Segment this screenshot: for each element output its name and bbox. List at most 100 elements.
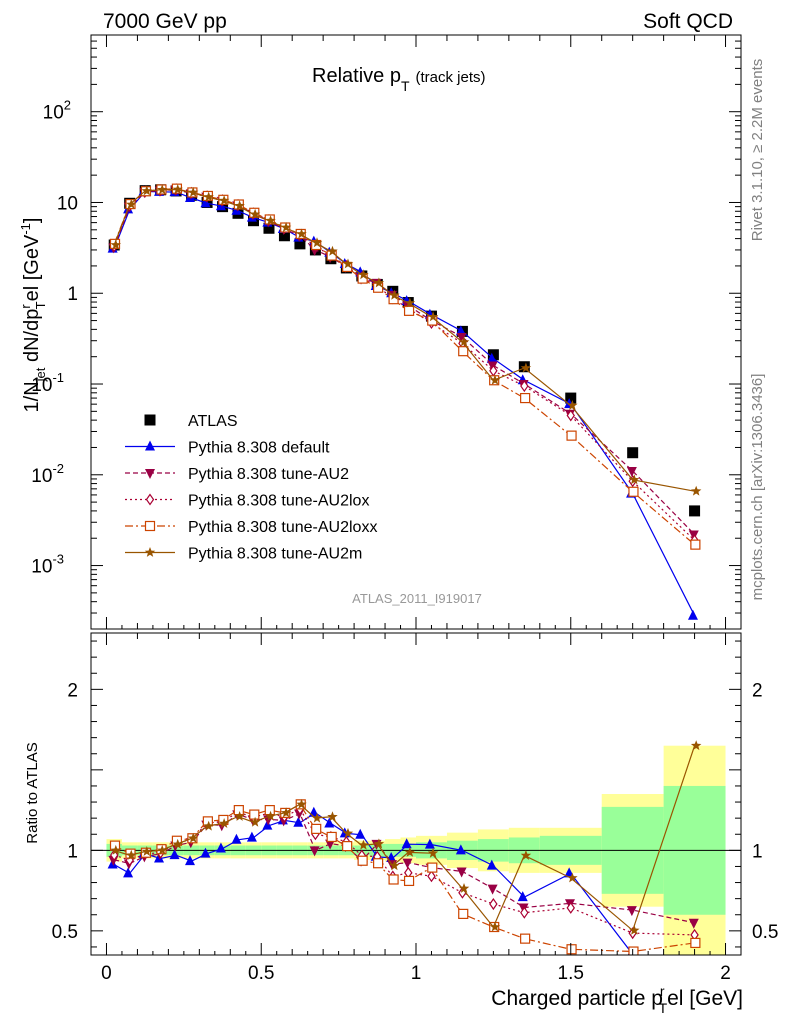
data-point (455, 325, 466, 336)
ratio-point (520, 933, 531, 944)
data-point (403, 305, 415, 316)
data-point (263, 222, 275, 234)
data-point (520, 392, 531, 404)
legend: ATLAS Pythia 8.308 default Pythia 8.308 tu… (125, 413, 377, 563)
ratio-point (327, 811, 338, 822)
data-point (487, 349, 499, 361)
data-point (311, 237, 323, 248)
ratio-point (401, 838, 412, 849)
ratio-point (373, 858, 384, 869)
axes-layer: 0 0.5 1 1.5 2 10-3 10-2 10-1 1 10 102 0.5 0.5 1 1 2 2 (31, 34, 778, 984)
data-point (294, 238, 306, 250)
ratio-point (566, 944, 577, 955)
ratio-y-tick-label: 0.5 (52, 922, 78, 943)
ratio-point (456, 867, 467, 878)
data-point (126, 199, 137, 209)
legend-entry: Pythia 8.308 tune-AU2lox (125, 493, 369, 510)
data-point (689, 505, 701, 517)
y-tick-label: 10-1 (31, 370, 64, 396)
legend-marker (145, 493, 155, 506)
data-point (486, 352, 497, 363)
chart-title-sub: T (401, 78, 410, 94)
data-point (687, 609, 698, 620)
legend-label: Pythia 8.308 tune-AU2loxx (188, 519, 377, 536)
data-point (690, 485, 702, 496)
xlabel-unit: el [GeV] (667, 987, 743, 1010)
ratio-point (249, 816, 261, 827)
ratio-point (489, 897, 498, 911)
ylabel-sub: jet (33, 367, 48, 382)
legend-label: ATLAS (188, 413, 238, 430)
data-point (110, 239, 121, 250)
ratio-point (218, 818, 230, 828)
legend-label: Pythia 8.308 tune-AU2 (188, 466, 349, 483)
ylabel-a: 1/N (21, 381, 43, 412)
ratio-point (126, 849, 137, 860)
ylabel-sub2: T (33, 301, 48, 309)
header-left: 7000 GeV pp (103, 10, 227, 33)
data-point (690, 539, 701, 550)
analysis-id: ATLAS_2011_I919017 (352, 591, 482, 606)
ratio-point (402, 858, 413, 869)
ratio-point (324, 817, 335, 828)
ratio-point (172, 838, 183, 849)
ratio-plot-frame (90, 632, 742, 956)
legend-label: Pythia 8.308 default (188, 440, 330, 457)
ratio-point (520, 850, 532, 860)
y-tick-label: 10-3 (31, 552, 64, 578)
data-point (489, 374, 501, 385)
data-point (373, 277, 385, 288)
data-point (456, 332, 467, 343)
chart-title-extra: (track jets) (416, 69, 486, 86)
ratio-point (157, 844, 168, 855)
legend-entry: Pythia 8.308 tune-AU2m (125, 546, 362, 563)
y-tick-label: 1 (67, 284, 78, 305)
ratio-point (234, 811, 245, 821)
x-tick-label: 0 (101, 963, 112, 984)
ratio-y-tick-label: 2 (67, 680, 78, 701)
data-point (157, 184, 168, 195)
legend-label: Pythia 8.308 tune-AU2lox (188, 493, 369, 510)
ratio-uncertainty-bands (91, 745, 741, 955)
ratio-point (566, 901, 575, 914)
ratio-point (427, 862, 438, 873)
data-point (427, 311, 439, 322)
data-point (627, 447, 639, 459)
legend-label: Pythia 8.308 tune-AU2m (188, 546, 362, 563)
ratio-point (246, 831, 257, 842)
data-point (389, 289, 400, 300)
data-point (404, 297, 416, 308)
data-point (172, 184, 183, 194)
data-point (280, 222, 292, 232)
ratio-point (342, 841, 353, 852)
ylabel-end: el [GeV (21, 234, 43, 301)
ratio-point (203, 820, 214, 831)
ratio-point (311, 823, 322, 834)
data-point (249, 208, 261, 219)
data-point (231, 204, 242, 215)
y-tick-label: 10-2 (31, 461, 64, 487)
ratio-point (427, 847, 439, 858)
ratio-point (184, 855, 195, 866)
ratio-point (567, 872, 578, 883)
data-point (629, 474, 640, 485)
ratio-y-axis-label: Ratio to ATLAS (24, 742, 41, 843)
ratio-point (357, 855, 368, 866)
data-point (626, 467, 637, 478)
ratio-y-tick-label-right: 0.5 (752, 922, 778, 943)
ratio-point (123, 867, 134, 878)
ratio-point (215, 842, 226, 853)
data-point (458, 336, 470, 347)
data-point (628, 486, 639, 497)
data-point (520, 379, 529, 393)
series-pythia-8-308-tune-au2lox (109, 183, 699, 547)
ylabel-mid: dN/dp (21, 309, 43, 368)
legend-marker (144, 520, 156, 532)
legend-marker (145, 440, 155, 451)
ylabel-exp: -1 (18, 223, 33, 235)
legend-marker (145, 469, 155, 479)
data-point (188, 186, 199, 197)
ratio-point (403, 875, 415, 887)
ratio-point (342, 827, 354, 838)
